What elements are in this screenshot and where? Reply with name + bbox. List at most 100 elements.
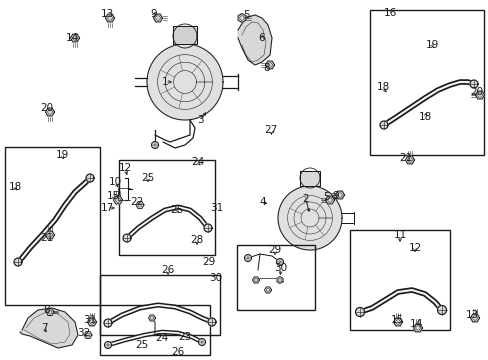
Bar xyxy=(100,305,209,355)
Bar xyxy=(5,147,100,305)
Text: 26: 26 xyxy=(161,265,174,275)
Text: 20: 20 xyxy=(41,103,54,113)
Text: 9: 9 xyxy=(332,191,339,201)
Text: 15: 15 xyxy=(106,191,120,201)
Text: 32: 32 xyxy=(77,328,90,338)
Text: 16: 16 xyxy=(383,8,396,18)
Polygon shape xyxy=(87,318,96,326)
Text: 18: 18 xyxy=(8,182,21,192)
Bar xyxy=(119,160,215,255)
Text: 19: 19 xyxy=(55,150,68,160)
Polygon shape xyxy=(437,306,446,315)
Polygon shape xyxy=(413,324,422,332)
Polygon shape xyxy=(198,338,205,346)
Text: 28: 28 xyxy=(190,235,203,245)
Text: 27: 27 xyxy=(264,125,277,135)
Polygon shape xyxy=(45,108,54,116)
Polygon shape xyxy=(238,15,271,65)
Text: 29: 29 xyxy=(268,245,281,255)
Text: 1: 1 xyxy=(162,77,168,87)
Polygon shape xyxy=(469,314,479,322)
Polygon shape xyxy=(45,231,54,239)
Polygon shape xyxy=(148,315,155,321)
Text: 19: 19 xyxy=(425,40,438,50)
Polygon shape xyxy=(469,80,477,88)
Text: 25: 25 xyxy=(135,340,148,350)
Polygon shape xyxy=(276,276,283,284)
Polygon shape xyxy=(405,156,414,164)
Text: 14: 14 xyxy=(408,319,422,329)
Text: 12: 12 xyxy=(407,243,421,253)
Polygon shape xyxy=(265,61,274,69)
Text: 11: 11 xyxy=(392,230,406,240)
Polygon shape xyxy=(252,277,259,283)
Text: 31: 31 xyxy=(83,315,97,325)
Text: 9: 9 xyxy=(150,9,157,19)
Text: 18: 18 xyxy=(418,112,431,122)
Text: 29: 29 xyxy=(202,257,215,267)
Text: 5: 5 xyxy=(322,192,328,202)
Text: 13: 13 xyxy=(100,9,113,19)
Text: 30: 30 xyxy=(209,273,222,283)
Polygon shape xyxy=(325,196,334,204)
Text: 14: 14 xyxy=(65,33,79,43)
Polygon shape xyxy=(153,14,162,22)
Text: 21: 21 xyxy=(41,233,54,243)
Polygon shape xyxy=(379,121,387,129)
Polygon shape xyxy=(264,287,271,293)
Text: 23: 23 xyxy=(178,332,191,342)
Text: 17: 17 xyxy=(100,203,113,213)
Text: 10: 10 xyxy=(108,177,122,187)
Polygon shape xyxy=(335,191,344,199)
Text: 26: 26 xyxy=(171,347,184,357)
Polygon shape xyxy=(46,309,54,315)
Text: 8: 8 xyxy=(263,63,270,73)
Polygon shape xyxy=(20,308,78,348)
Bar xyxy=(100,275,220,335)
Text: 18: 18 xyxy=(376,82,389,92)
Polygon shape xyxy=(86,174,94,182)
Polygon shape xyxy=(123,234,131,242)
Polygon shape xyxy=(474,91,484,99)
Polygon shape xyxy=(70,34,80,42)
Polygon shape xyxy=(355,307,364,316)
Text: 25: 25 xyxy=(141,173,154,183)
Polygon shape xyxy=(203,224,212,232)
Text: 13: 13 xyxy=(465,310,478,320)
Text: 3: 3 xyxy=(196,115,203,125)
Polygon shape xyxy=(278,186,341,250)
Text: 2: 2 xyxy=(302,194,309,204)
Text: 7: 7 xyxy=(41,323,47,333)
Bar xyxy=(349,230,449,330)
Text: 21: 21 xyxy=(399,153,412,163)
Text: 24: 24 xyxy=(155,333,168,343)
Polygon shape xyxy=(14,258,22,266)
Text: 31: 31 xyxy=(210,203,223,213)
Polygon shape xyxy=(136,202,143,208)
Polygon shape xyxy=(147,44,223,120)
Polygon shape xyxy=(238,13,245,22)
Text: 6: 6 xyxy=(258,33,265,43)
Polygon shape xyxy=(244,255,251,261)
Polygon shape xyxy=(104,319,112,327)
Text: 30: 30 xyxy=(274,263,287,273)
Polygon shape xyxy=(299,171,319,186)
Text: 25: 25 xyxy=(170,205,183,215)
Bar xyxy=(237,245,314,310)
Polygon shape xyxy=(393,318,402,326)
Polygon shape xyxy=(105,14,114,22)
Polygon shape xyxy=(207,318,216,326)
Text: 22: 22 xyxy=(130,197,143,207)
Text: 24: 24 xyxy=(191,157,204,167)
Text: 12: 12 xyxy=(118,163,131,173)
Text: 8: 8 xyxy=(43,305,50,315)
Bar xyxy=(369,10,483,155)
Polygon shape xyxy=(276,258,283,265)
Polygon shape xyxy=(151,141,158,148)
Text: 20: 20 xyxy=(469,87,483,97)
Text: 5: 5 xyxy=(242,10,249,20)
Polygon shape xyxy=(113,196,122,204)
Text: 4: 4 xyxy=(259,197,266,207)
Text: 15: 15 xyxy=(389,315,403,325)
Polygon shape xyxy=(173,26,197,44)
